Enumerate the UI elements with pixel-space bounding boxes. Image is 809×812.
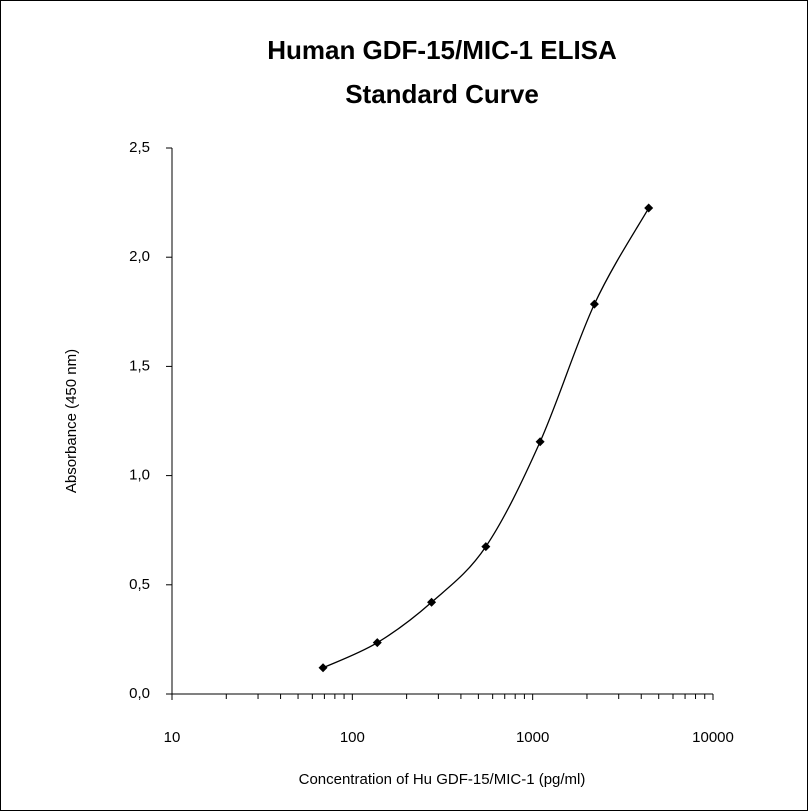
- y-tick-label: 2,5: [129, 139, 150, 156]
- marker: [644, 203, 654, 213]
- x-tick-label: 10000: [692, 729, 734, 746]
- y-tick-label: 1,5: [129, 357, 150, 374]
- x-tick-label: 10: [164, 729, 181, 746]
- marker: [589, 299, 599, 309]
- marker: [372, 638, 382, 648]
- marker: [535, 437, 545, 447]
- x-tick-label: 100: [340, 729, 365, 746]
- y-tick-label: 0,5: [129, 576, 150, 593]
- x-axis-title: Concentration of Hu GDF-15/MIC-1 (pg/ml): [299, 771, 586, 788]
- y-tick-label: 1,0: [129, 467, 150, 484]
- marker: [318, 663, 328, 673]
- marker: [481, 542, 491, 552]
- x-tick-label: 1000: [516, 729, 549, 746]
- y-tick-label: 2,0: [129, 248, 150, 265]
- chart-title: Standard Curve: [345, 79, 539, 109]
- marker: [427, 597, 437, 607]
- y-tick-label: 0,0: [129, 685, 150, 702]
- chart-title: Human GDF-15/MIC-1 ELISA: [267, 35, 617, 65]
- y-axis-title: Absorbance (450 nm): [63, 349, 80, 493]
